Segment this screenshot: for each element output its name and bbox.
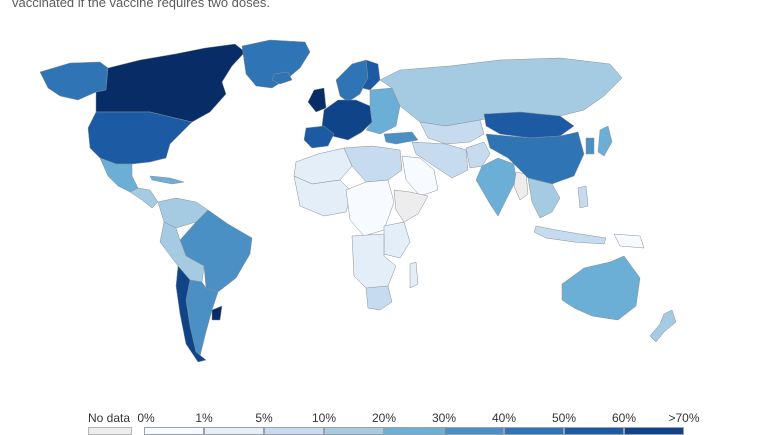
region-russia[interactable] bbox=[379, 57, 623, 127]
region-saudi-arabia[interactable] bbox=[401, 155, 439, 197]
legend-swatch-6 bbox=[504, 427, 564, 435]
region-horn-of-africa[interactable] bbox=[393, 189, 429, 223]
legend-label-0: 0% bbox=[137, 411, 155, 425]
legend-label-1: 1% bbox=[195, 411, 213, 425]
region-middle-east[interactable] bbox=[411, 141, 469, 179]
region-indonesia[interactable] bbox=[533, 225, 607, 245]
region-cuba[interactable] bbox=[149, 175, 185, 185]
region-turkey[interactable] bbox=[383, 131, 419, 145]
region-peru-bolivia[interactable] bbox=[159, 221, 205, 283]
region-central-africa[interactable] bbox=[345, 179, 395, 237]
region-north-africa-west[interactable] bbox=[293, 147, 353, 185]
region-central-america[interactable] bbox=[129, 187, 159, 209]
region-australia[interactable] bbox=[561, 255, 641, 321]
legend-swatch-4 bbox=[384, 427, 444, 435]
region-madagascar[interactable] bbox=[409, 261, 419, 289]
region-india[interactable] bbox=[475, 157, 517, 217]
legend-swatch-0 bbox=[144, 427, 204, 435]
legend-label-4: 20% bbox=[371, 411, 397, 425]
legend-swatch-7 bbox=[564, 427, 624, 435]
legend-swatch-2 bbox=[264, 427, 324, 435]
region-usa[interactable] bbox=[87, 111, 193, 165]
region-southern-africa[interactable] bbox=[351, 233, 397, 291]
region-japan[interactable] bbox=[597, 125, 613, 157]
legend-label-7: 50% bbox=[551, 411, 577, 425]
region-korea[interactable] bbox=[585, 137, 595, 155]
region-uk-ireland[interactable] bbox=[307, 87, 327, 113]
legend-swatch-5 bbox=[444, 427, 504, 435]
region-iberia[interactable] bbox=[303, 125, 335, 149]
legend-label-5: 30% bbox=[431, 411, 457, 425]
region-east-africa[interactable] bbox=[383, 221, 411, 259]
region-scandinavia[interactable] bbox=[335, 59, 369, 103]
legend: No data 0% 1% 5% 10% 20% 30% 40% 50% 60% >70% bbox=[0, 405, 770, 435]
legend-label-8: 60% bbox=[611, 411, 637, 425]
region-kazakhstan[interactable] bbox=[419, 119, 485, 145]
region-southeast-asia[interactable] bbox=[527, 177, 561, 219]
region-south-africa[interactable] bbox=[365, 285, 393, 311]
world-map bbox=[0, 30, 770, 405]
legend-label-2: 5% bbox=[255, 411, 273, 425]
legend-label-3: 10% bbox=[311, 411, 337, 425]
legend-no-data-label: No data bbox=[88, 411, 131, 425]
legend-swatch-3 bbox=[324, 427, 384, 435]
region-greenland[interactable] bbox=[241, 39, 311, 89]
region-chile[interactable] bbox=[175, 265, 207, 363]
legend-label-9: >70% bbox=[668, 411, 700, 425]
region-uruguay[interactable] bbox=[211, 305, 223, 321]
legend-swatch-1 bbox=[204, 427, 264, 435]
region-china[interactable] bbox=[485, 131, 585, 185]
region-iceland[interactable] bbox=[271, 71, 293, 85]
world-map-svg bbox=[39, 39, 677, 363]
region-north-africa-east[interactable] bbox=[343, 145, 403, 183]
legend-no-data-swatch bbox=[88, 427, 132, 435]
region-philippines[interactable] bbox=[577, 185, 589, 209]
legend-label-6: 40% bbox=[491, 411, 517, 425]
map-caption: vaccinated if the vaccine requires two d… bbox=[12, 0, 270, 10]
legend-swatch-8 bbox=[624, 427, 684, 435]
region-pakistan-afghanistan[interactable] bbox=[465, 141, 491, 169]
region-new-zealand[interactable] bbox=[649, 309, 677, 343]
region-canada[interactable] bbox=[95, 43, 246, 123]
region-papua-new-guinea[interactable] bbox=[613, 233, 645, 249]
